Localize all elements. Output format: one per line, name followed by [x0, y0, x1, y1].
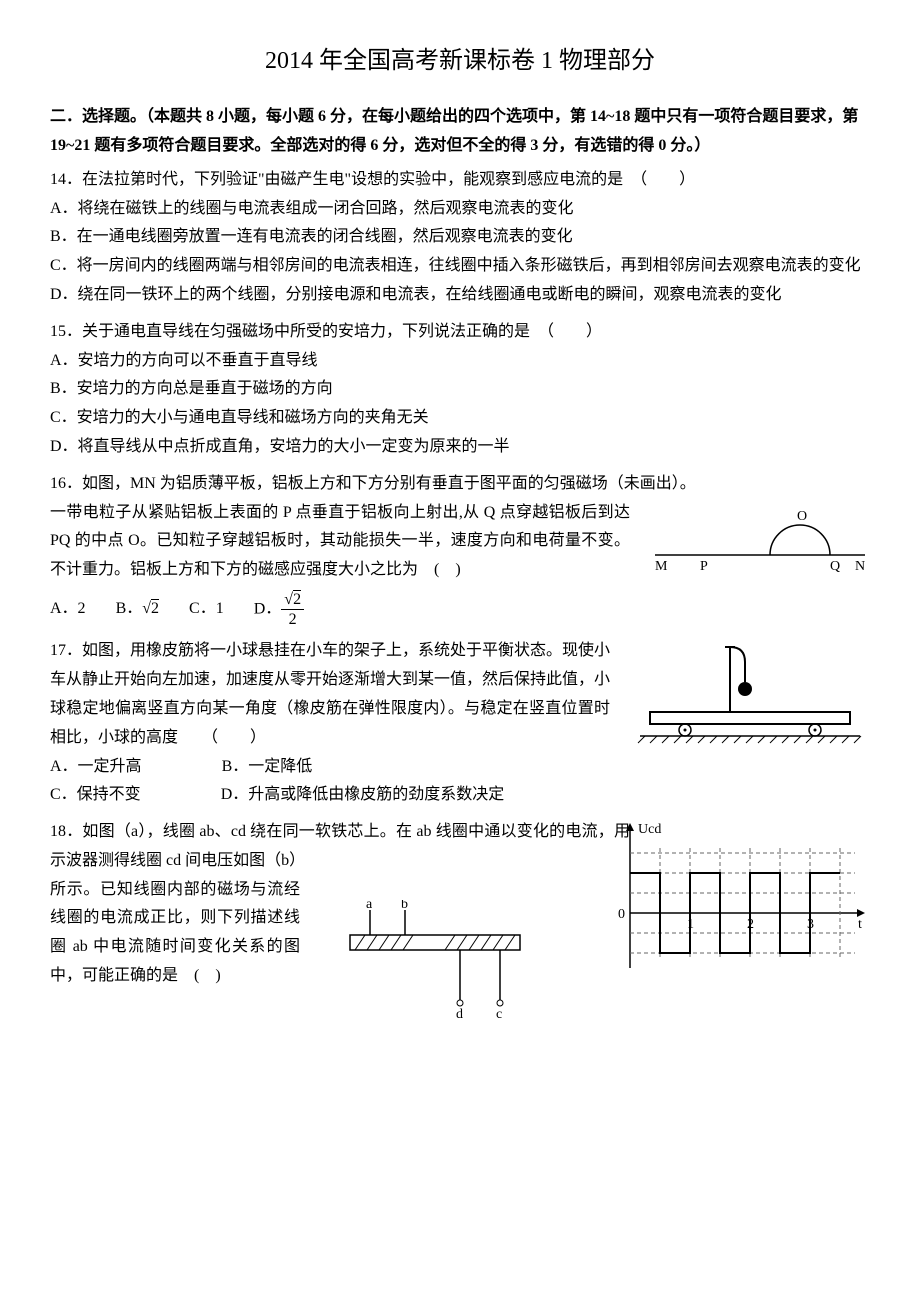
label-n: N — [855, 559, 865, 574]
label-d: d — [456, 1007, 463, 1020]
label-ucd: Ucd — [638, 822, 661, 837]
label-origin: 0 — [618, 907, 625, 922]
q15-opt-b: B．安培力的方向总是垂直于磁场的方向 — [50, 375, 870, 404]
question-17: 17．如图，用橡皮筋将一小球悬挂在小车的架子上，系统处于平衡状态。现使小车从静止… — [50, 637, 870, 810]
q17-opt-a: A．一定升高 — [50, 753, 142, 782]
q14-opt-b: B．在一通电线圈旁放置一连有电流表的闭合线圈，然后观察电流表的变化 — [50, 223, 870, 252]
q18-body: 所示。已知线圈内部的磁场与流经线圈的电流成正比，则下列描述线圈 ab 中电流随时… — [50, 876, 300, 991]
label-m: M — [655, 559, 668, 574]
question-16: 16．如图，MN 为铝质薄平板，铝板上方和下方分别有垂直于图平面的匀强磁场（未画… — [50, 470, 870, 630]
q16-opt-c: C．1 — [189, 595, 224, 624]
q16-body: 一带电粒子从紧贴铝板上表面的 P 点垂直于铝板向上射出,从 Q 点穿越铝板后到达… — [50, 499, 630, 585]
q17-opt-d: D．升高或降低由橡皮筋的劲度系数决定 — [221, 781, 505, 810]
q18-intro: 18．如图（a），线圈 ab、cd 绕在同一软铁芯上。在 ab 线圈中通以变化的… — [50, 818, 630, 876]
q14-text: 14．在法拉第时代，下列验证"由磁产生电"设想的实验中，能观察到感应电流的是 （… — [50, 166, 870, 195]
page-title: 2014 年全国高考新课标卷 1 物理部分 — [50, 40, 870, 83]
q17-opt-c: C．保持不变 — [50, 781, 141, 810]
q15-text: 15．关于通电直导线在匀强磁场中所受的安培力，下列说法正确的是 （ ） — [50, 318, 870, 347]
question-18: 18．如图（a），线圈 ab、cd 绕在同一软铁芯上。在 ab 线圈中通以变化的… — [50, 818, 870, 991]
q16-opt-d: D．√22 — [254, 590, 304, 629]
section-header: 二．选择题。（本题共 8 小题，每小题 6 分，在每小题给出的四个选项中，第 1… — [50, 103, 870, 161]
label-p: P — [700, 559, 708, 574]
xtick-1: 1 — [687, 917, 694, 932]
q17-text: 17．如图，用橡皮筋将一小球悬挂在小车的架子上，系统处于平衡状态。现使小车从静止… — [50, 637, 610, 752]
xtick-3: 3 — [807, 917, 814, 932]
question-15: 15．关于通电直导线在匀强磁场中所受的安培力，下列说法正确的是 （ ） A．安培… — [50, 318, 870, 462]
q18-figure-a: a b d c — [330, 900, 540, 1020]
q17-opt-b: B．一定降低 — [222, 753, 313, 782]
q17-figure — [630, 637, 870, 747]
q16-opt-a: A．2 — [50, 595, 86, 624]
q16-figure: M P O Q N — [650, 500, 870, 590]
q15-opt-a: A．安培力的方向可以不垂直于直导线 — [50, 347, 870, 376]
label-a: a — [366, 900, 373, 912]
label-b: b — [401, 900, 408, 912]
label-o: O — [797, 509, 807, 524]
q16-intro: 16．如图，MN 为铝质薄平板，铝板上方和下方分别有垂直于图平面的匀强磁场（未画… — [50, 470, 870, 499]
xtick-2: 2 — [747, 917, 754, 932]
q14-opt-a: A．将绕在磁铁上的线圈与电流表组成一闭合回路，然后观察电流表的变化 — [50, 195, 870, 224]
question-14: 14．在法拉第时代，下列验证"由磁产生电"设想的实验中，能观察到感应电流的是 （… — [50, 166, 870, 310]
q14-opt-c: C．将一房间内的线圈两端与相邻房间的电流表相连，往线圈中插入条形磁铁后，再到相邻… — [50, 252, 870, 281]
q14-opt-d: D．绕在同一铁环上的两个线圈，分别接电源和电流表，在给线圈通电或断电的瞬间，观察… — [50, 281, 870, 310]
label-t: t — [858, 917, 862, 932]
q15-opt-d: D．将直导线从中点折成直角，安培力的大小一定变为原来的一半 — [50, 433, 870, 462]
q18-figure-b: Ucd t 0 1 2 3 — [600, 818, 870, 978]
q15-opt-c: C．安培力的大小与通电直导线和磁场方向的夹角无关 — [50, 404, 870, 433]
q16-opt-b: B．√2 — [116, 595, 159, 624]
label-q: Q — [830, 559, 840, 574]
label-c: c — [496, 1007, 502, 1020]
